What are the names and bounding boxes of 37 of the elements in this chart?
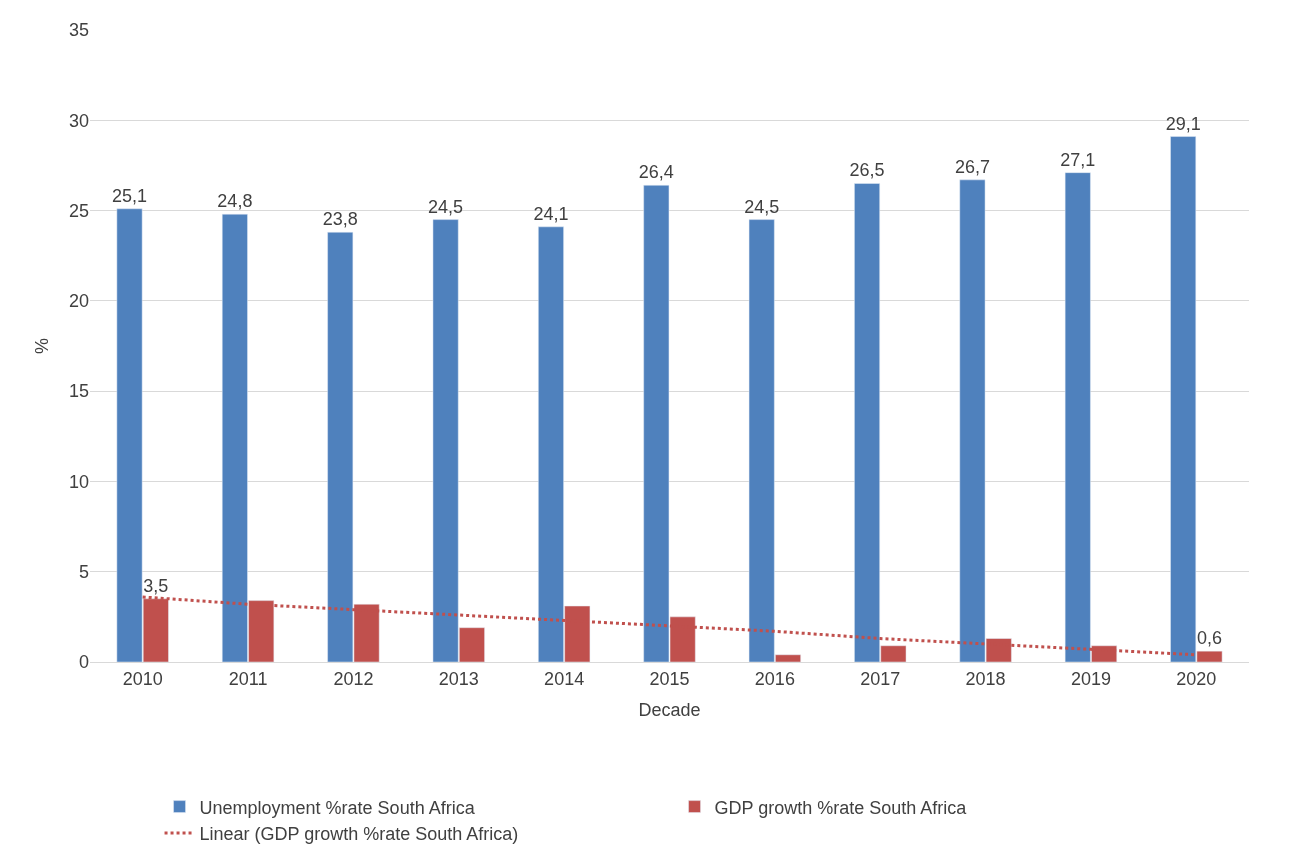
data-label: 24,1 (533, 203, 569, 224)
x-tick-label: 2018 (965, 668, 1006, 689)
data-label: 26,7 (954, 156, 990, 177)
y-axis-title: % (32, 337, 53, 355)
data-label: 29,1 (1165, 113, 1201, 134)
y-tick-label: 30 (68, 110, 89, 131)
x-tick-label: 2017 (860, 668, 901, 689)
y-tick-label: 0 (78, 652, 89, 673)
x-tick-label: 2014 (544, 668, 585, 689)
x-tick-label: 2012 (333, 668, 374, 689)
x-tick-label: 2016 (754, 668, 795, 689)
x-tick-label: 2020 (1176, 668, 1217, 689)
y-tick-label: 15 (68, 381, 89, 402)
x-tick-label: 2013 (438, 668, 479, 689)
x-axis-title: Decade (638, 699, 701, 720)
legend-label: GDP growth %rate South Africa (714, 797, 968, 818)
y-tick-label: 35 (68, 20, 89, 41)
data-label: 25,1 (111, 185, 148, 206)
data-label: 24,5 (744, 196, 780, 217)
data-label: 26,5 (849, 160, 885, 181)
data-label: 24,5 (428, 196, 464, 217)
x-tick-label: 2011 (228, 668, 268, 689)
data-label: 27,1 (1060, 149, 1096, 170)
y-tick-label: 25 (68, 200, 89, 221)
data-label: 3,5 (143, 575, 169, 596)
x-tick-label: 2010 (122, 668, 163, 689)
data-label: 0,6 (1196, 628, 1223, 649)
x-tick-label: 2019 (1070, 668, 1111, 689)
y-tick-label: 10 (68, 471, 89, 492)
legend-label: Unemployment %rate South Africa (199, 797, 476, 818)
x-tick-label: 2015 (649, 668, 690, 689)
legend-label: Linear (GDP growth %rate South Africa) (199, 824, 519, 845)
data-label: 23,8 (322, 209, 358, 230)
data-label: 26,4 (638, 162, 674, 183)
y-tick-label: 5 (78, 562, 89, 583)
y-tick-label: 20 (68, 291, 89, 312)
data-label: 24,8 (217, 191, 253, 212)
